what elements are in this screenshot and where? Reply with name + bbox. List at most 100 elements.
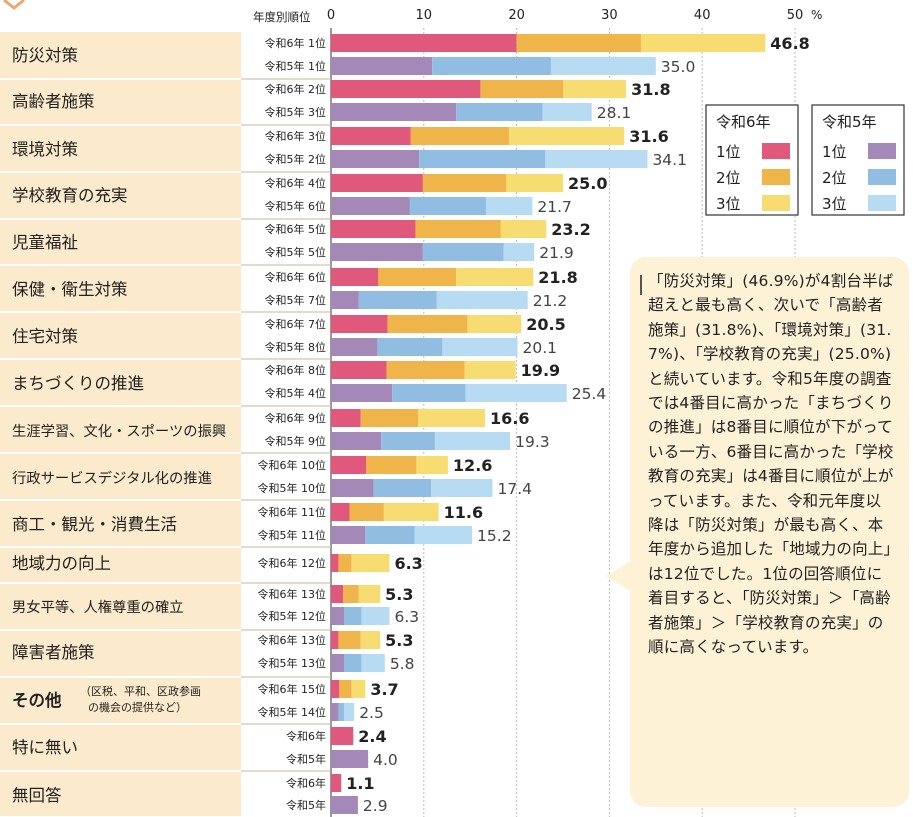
bar-segment [331, 384, 393, 402]
bar-segment [331, 103, 457, 121]
row-year-rank-tag: 令和5年 5位 [265, 245, 327, 259]
row-year-rank-tag: 令和6年 9位 [265, 411, 327, 425]
bar-segment [516, 34, 641, 52]
x-tick-label: 20 [508, 8, 525, 23]
x-tick-label: 40 [694, 8, 711, 23]
bar-segment [331, 680, 340, 698]
row-year-rank-tag: 令和6年 1位 [265, 36, 327, 50]
data-label: 25.0 [568, 174, 607, 193]
data-label: 20.5 [526, 315, 565, 334]
legend-title: 令和6年 [716, 113, 771, 131]
bar-segment [563, 80, 627, 98]
bar-segment [386, 361, 465, 379]
x-tick-label: 30 [601, 8, 618, 23]
bar-segment [331, 361, 387, 379]
x-axis-unit: % [811, 8, 822, 22]
bar-segment [331, 34, 517, 52]
bar-segment [442, 338, 518, 356]
bar-segment [410, 127, 510, 145]
data-label: 15.2 [477, 527, 512, 545]
data-label: 21.2 [533, 292, 568, 310]
row-year-rank-tag: 令和5年 11位 [258, 528, 327, 542]
bar-segment [365, 526, 415, 544]
commentary-text: 「防災対策」(46.9%)が4割台半ば超えと最も高く、次いで「高齢者施策」(31… [648, 272, 894, 657]
bar-segment [467, 315, 522, 333]
bar-segment [360, 631, 381, 649]
bar-segment [331, 703, 339, 721]
bar-segment [500, 220, 547, 238]
bar-segment [331, 127, 411, 145]
data-label: 34.1 [652, 151, 687, 169]
category-label: 地域力の向上 [12, 554, 111, 573]
bar-segment [343, 703, 355, 721]
data-label: 28.1 [597, 104, 632, 122]
row-year-rank-tag: 令和5年 2位 [265, 152, 327, 166]
commentary-accent-bar [640, 275, 642, 295]
category-label: 特に無い [12, 738, 78, 757]
row-year-rank-tag: 令和5年 13位 [258, 656, 327, 670]
row-year-rank-tag: 令和6年 10位 [258, 458, 327, 472]
category-band [0, 126, 241, 171]
legend-swatch [868, 143, 896, 159]
data-label: 19.3 [515, 433, 550, 451]
x-tick-label: 0 [327, 8, 335, 23]
category-band [0, 80, 241, 124]
row-year-rank-tag: 令和6年 3位 [265, 129, 327, 143]
row-year-rank-tag: 令和6年 4位 [265, 176, 327, 190]
category-band [0, 313, 241, 358]
bar-segment [506, 174, 563, 192]
category-band [0, 220, 241, 264]
data-label: 21.8 [538, 268, 577, 287]
bar-segment [480, 80, 563, 98]
data-label: 1.1 [346, 774, 374, 793]
bar-segment [331, 774, 342, 792]
category-band [0, 772, 241, 816]
bar-segment [351, 680, 366, 698]
bar-segment [422, 174, 507, 192]
category-band [0, 548, 241, 582]
bar-segment [373, 479, 432, 497]
bar-segment [456, 268, 534, 286]
row-year-rank-tag: 令和6年 8位 [265, 363, 327, 377]
bar-segment [331, 268, 379, 286]
bar-segment [331, 80, 481, 98]
bar-segment [361, 607, 390, 625]
bar-segment [422, 243, 504, 261]
legend-swatch [762, 195, 790, 211]
data-label: 46.8 [770, 34, 809, 53]
data-label: 21.9 [539, 244, 574, 262]
bar-segment [349, 503, 384, 521]
legend-entry-label: 1位 [716, 143, 741, 161]
header-rank-label: 年度別順位 [253, 10, 311, 24]
bar-segment [338, 554, 352, 572]
bar-segment [331, 654, 344, 672]
bar-segment [331, 750, 369, 768]
category-label: 男女平等、人権尊重の確立 [12, 598, 184, 616]
row-year-rank-tag: 令和5年 12位 [258, 609, 327, 623]
category-band [0, 631, 241, 676]
row-year-rank-tag: 令和5年 4位 [265, 386, 327, 400]
bar-segment [331, 315, 388, 333]
legend-entry-label: 1位 [822, 143, 847, 161]
legend-swatch [868, 169, 896, 185]
data-label: 2.9 [363, 797, 388, 815]
bar-segment [331, 150, 420, 168]
data-label: 31.6 [629, 127, 668, 146]
category-label: 高齢者施策 [12, 92, 95, 111]
category-label: 学校教育の充実 [12, 186, 128, 205]
data-label: 4.0 [373, 751, 398, 769]
bar-segment [431, 479, 493, 497]
bar-segment [331, 479, 374, 497]
row-year-rank-tag: 令和5年 3位 [265, 105, 327, 119]
legend-entry-label: 3位 [822, 195, 847, 213]
row-year-rank-tag: 令和6年 13位 [258, 587, 327, 601]
data-label: 6.3 [394, 608, 419, 626]
bar-segment [509, 127, 625, 145]
legend-swatch [762, 169, 790, 185]
category-label: 保健・衛生対策 [12, 280, 128, 299]
x-tick-label: 10 [416, 8, 433, 23]
bar-segment [456, 103, 543, 121]
data-label: 2.4 [358, 727, 386, 746]
data-label: 3.7 [370, 680, 398, 699]
row-year-rank-tag: 令和6年 [286, 729, 326, 743]
